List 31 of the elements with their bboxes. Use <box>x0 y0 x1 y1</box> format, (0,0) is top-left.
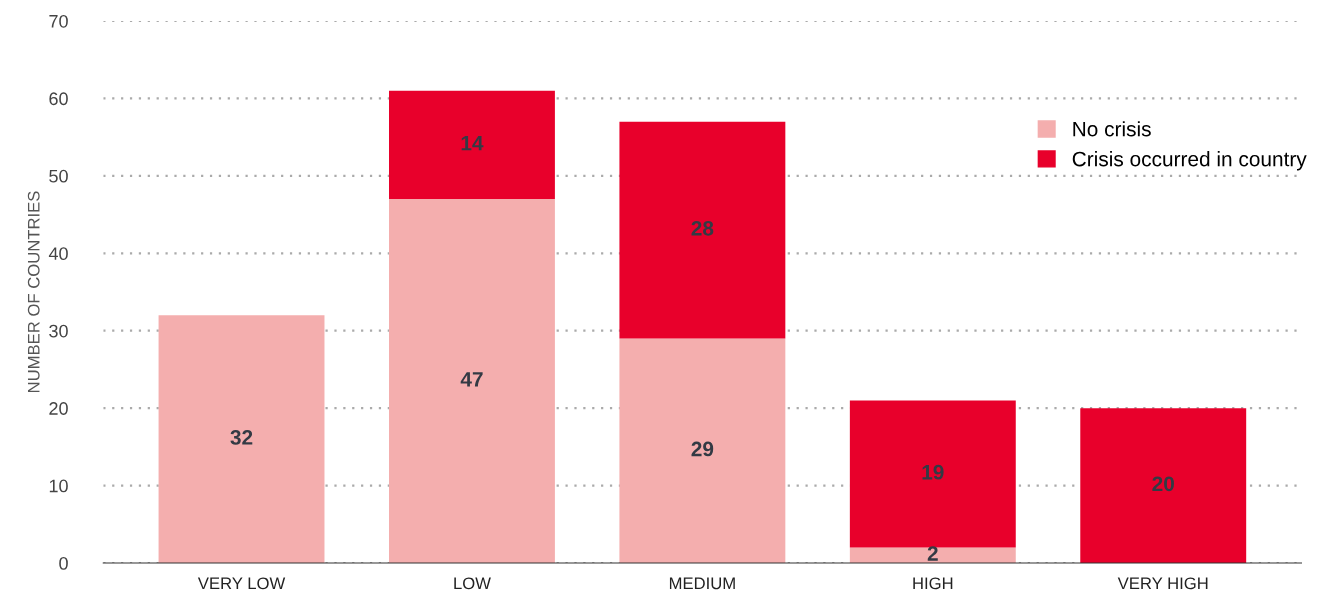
data-label: 47 <box>460 372 483 387</box>
legend-label: No crisis <box>1073 121 1151 137</box>
bar <box>158 315 325 564</box>
data-label: 2 <box>927 546 938 561</box>
bar <box>1080 408 1247 564</box>
data-label: 28 <box>691 220 714 236</box>
y-tick-label: 40 <box>48 247 68 261</box>
y-axis-title: NUMBER OF COUNTRIES <box>27 191 40 393</box>
y-tick-label: 70 <box>49 14 68 28</box>
bar <box>389 199 555 564</box>
legend-label: Crisis occurred in country <box>1072 151 1307 171</box>
y-tick-label: 10 <box>49 479 68 493</box>
y-tick-label: 20 <box>49 402 68 415</box>
data-label: 29 <box>691 441 714 457</box>
bar <box>849 400 1016 548</box>
y-tick-label: 30 <box>49 324 68 338</box>
x-tick-label: VERY HIGH <box>1117 577 1208 590</box>
x-tick-label: HIGH <box>913 577 953 590</box>
data-label: 20 <box>1152 476 1174 492</box>
x-tick-label: MEDIUM <box>669 577 735 590</box>
y-tick-label: 50 <box>49 169 68 183</box>
bar <box>389 90 555 200</box>
data-label: 14 <box>461 135 484 151</box>
data-label: 19 <box>922 464 944 480</box>
y-tick-label: 60 <box>49 92 68 106</box>
data-label: 32 <box>230 429 253 445</box>
bar <box>619 338 786 564</box>
x-tick-label: VERY LOW <box>197 577 286 590</box>
x-tick-label: LOW <box>454 577 491 590</box>
y-tick-label: 0 <box>59 556 68 570</box>
bar <box>619 121 786 339</box>
